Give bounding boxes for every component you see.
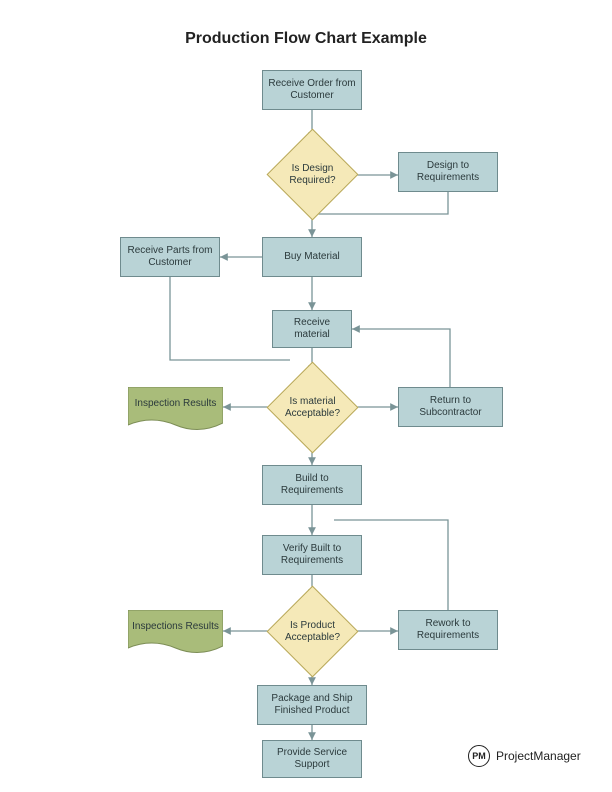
node-buy-material: Buy Material — [262, 237, 362, 277]
node-design-to-req: Design to Requirements — [398, 152, 498, 192]
edge-return-subcontractor-receive-material — [352, 329, 450, 387]
node-verify-built: Verify Built to Requirements — [262, 535, 362, 575]
node-receive-material: Receive material — [272, 310, 352, 348]
node-rework-to-req: Rework to Requirements — [398, 610, 498, 650]
node-label-inspection-results-1: Inspection Results — [128, 387, 223, 421]
node-receive-order: Receive Order from Customer — [262, 70, 362, 110]
node-package-ship: Package and Ship Finished Product — [257, 685, 367, 725]
node-label-inspections-results-2: Inspections Results — [128, 610, 223, 644]
brand-footer: PM ProjectManager — [468, 745, 581, 767]
node-build-to-req: Build to Requirements — [262, 465, 362, 505]
node-label-material-acceptable: Is material Acceptable? — [285, 380, 340, 435]
node-return-subcontractor: Return to Subcontractor — [398, 387, 503, 427]
flowchart-canvas: Production Flow Chart Example Receive Or… — [0, 0, 612, 792]
node-label-design-required: Is Design Required? — [285, 147, 340, 202]
node-receive-parts: Receive Parts from Customer — [120, 237, 220, 277]
node-label-product-acceptable: Is Product Acceptable? — [285, 604, 340, 659]
node-provide-service: Provide Service Support — [262, 740, 362, 778]
brand-label: ProjectManager — [496, 749, 581, 763]
brand-badge-icon: PM — [468, 745, 490, 767]
